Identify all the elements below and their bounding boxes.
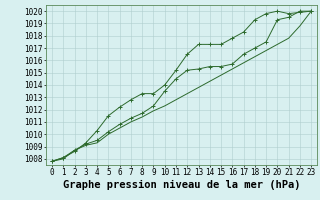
X-axis label: Graphe pression niveau de la mer (hPa): Graphe pression niveau de la mer (hPa): [63, 180, 300, 190]
